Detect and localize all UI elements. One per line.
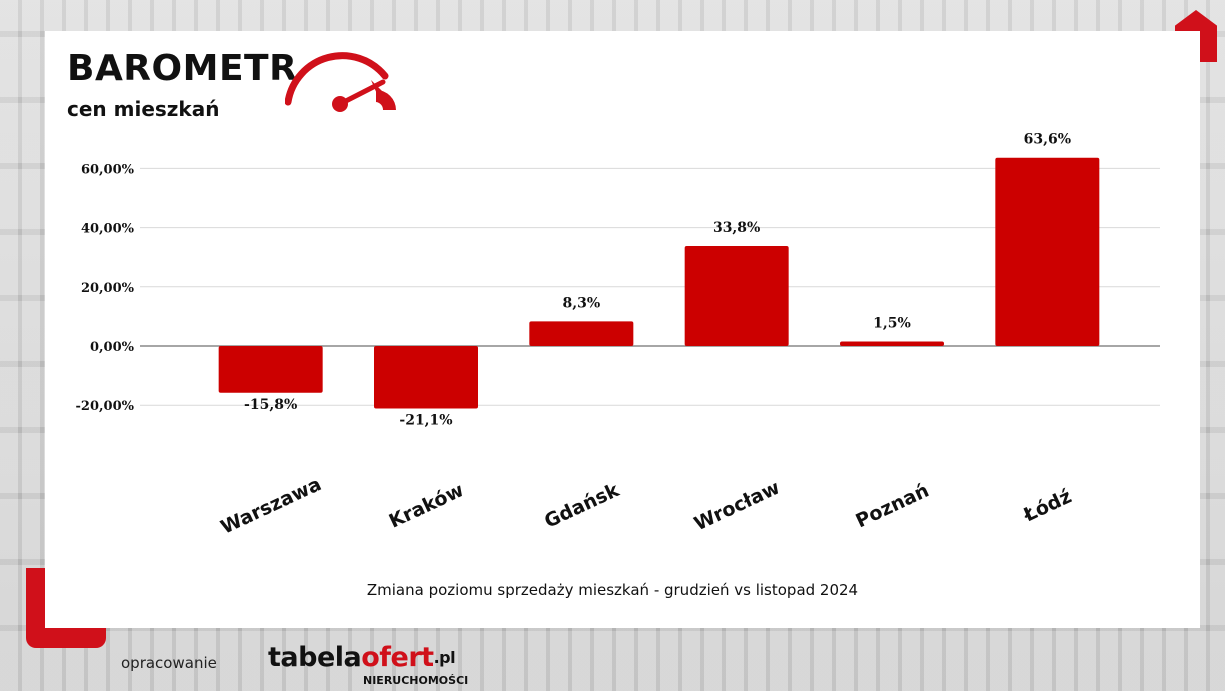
y-tick-label: -20,00% [76, 399, 135, 414]
y-tick-label: 40,00% [81, 222, 135, 237]
logo-text-tld: .pl [433, 648, 456, 667]
data-label: 1,5% [873, 316, 911, 332]
x-tick-label: Wrocław [691, 477, 783, 536]
page-subtitle: cen mieszkań [67, 97, 220, 121]
chart-bar [995, 157, 1100, 346]
chart-caption: Zmiana poziomu sprzedaży mieszkań - grud… [366, 581, 859, 599]
chart-bar [218, 346, 323, 393]
chart-bar [840, 341, 944, 346]
y-tick-label: 0,00% [90, 340, 135, 355]
speedometer-icon [285, 52, 396, 112]
y-tick-label: 20,00% [81, 281, 135, 296]
footer-label: opracowanie [121, 654, 217, 672]
x-tick-label: Łódź [1020, 485, 1075, 526]
x-tick-label: Kraków [386, 479, 467, 533]
data-label: 8,3% [562, 295, 600, 311]
x-tick-label: Poznań [852, 479, 932, 532]
data-label: -15,8% [244, 397, 297, 413]
tabelaofert-logo: tabelaofert.pl NIERUCHOMOŚCI [268, 642, 468, 688]
data-label: -21,1% [399, 412, 452, 428]
chart-bar [374, 346, 478, 409]
page-title: BAROMETR [67, 48, 298, 89]
x-tick-label: Gdańsk [541, 479, 623, 533]
data-label: 33,8% [713, 220, 760, 236]
y-tick-label: 60,00% [81, 162, 135, 177]
logo-text-part1: tabela [268, 642, 362, 673]
x-tick-label: Warszawa [217, 473, 324, 539]
chart-bar [529, 321, 634, 346]
logo-text-part2: ofert [361, 642, 434, 673]
data-label: 63,6% [1024, 132, 1071, 148]
chart-bar [684, 245, 789, 346]
logo-subtitle: NIERUCHOMOŚCI [363, 674, 469, 687]
